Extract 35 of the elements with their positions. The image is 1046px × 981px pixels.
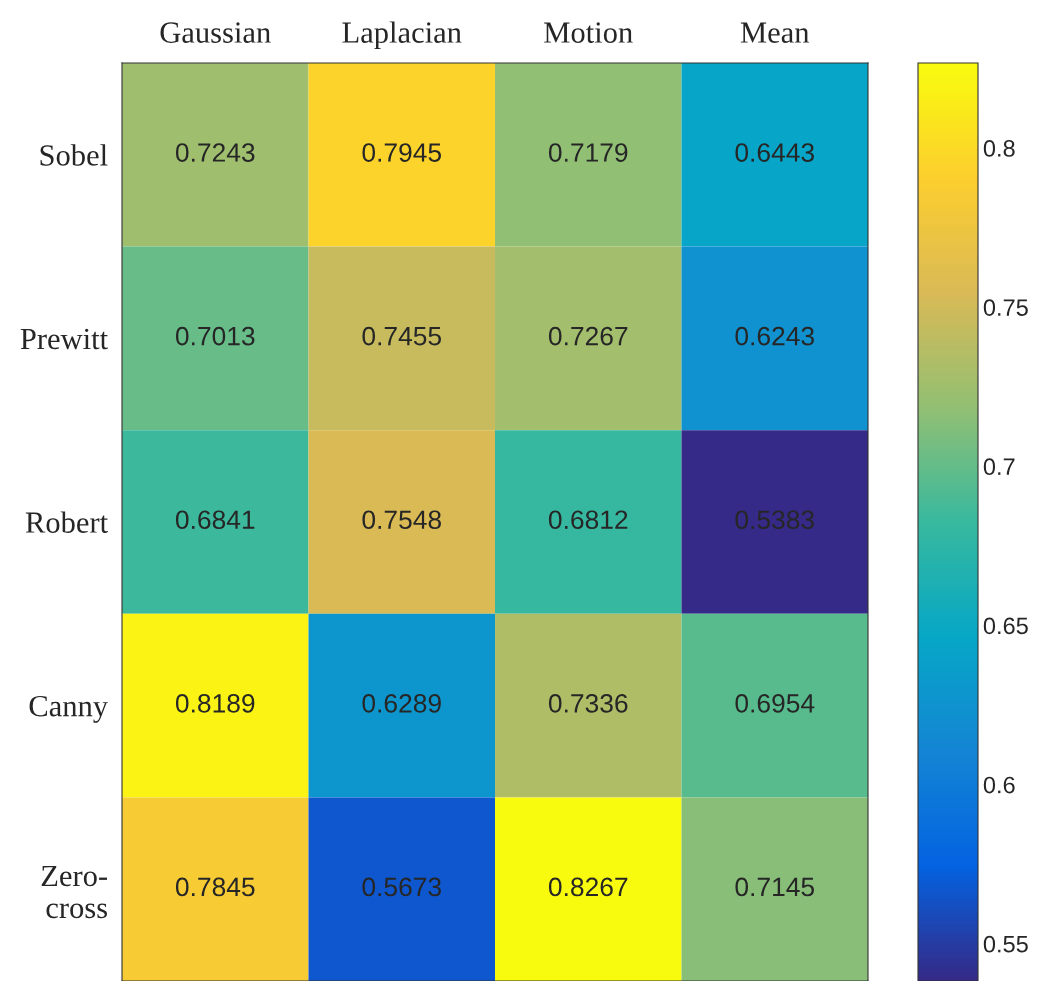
data-label: 0.6841 bbox=[175, 510, 255, 530]
data-label: 0.7013 bbox=[175, 326, 255, 346]
y-tick-label: Canny bbox=[29, 695, 108, 723]
data-label: 0.7145 bbox=[735, 877, 814, 897]
color-bar-label: 0.6 bbox=[983, 776, 1015, 794]
color-bar-label: 0.65 bbox=[983, 617, 1028, 635]
data-label: 0.7336 bbox=[548, 694, 628, 713]
y-tick-label: Prewitt bbox=[20, 328, 108, 350]
color-bar-label: 0.7 bbox=[983, 458, 1015, 476]
data-label: 0.6243 bbox=[735, 326, 814, 346]
data-label: 0.7945 bbox=[362, 143, 441, 162]
data-label: 0.7455 bbox=[362, 326, 441, 346]
data-label: 0.7267 bbox=[548, 326, 628, 346]
data-label: 0.5673 bbox=[362, 877, 441, 897]
color-bar-label: 0.8 bbox=[983, 140, 1015, 157]
y-tick-label: Robert bbox=[25, 511, 108, 533]
x-tick-label: Motion bbox=[544, 22, 633, 43]
data-label: 0.6954 bbox=[735, 694, 815, 713]
data-label: 0.6443 bbox=[735, 143, 814, 162]
data-label: 0.8267 bbox=[548, 877, 628, 897]
data-label: 0.7845 bbox=[175, 877, 255, 897]
data-label: 0.7548 bbox=[362, 510, 441, 530]
data-label: 0.7243 bbox=[175, 143, 255, 162]
x-tick-label: Gaussian bbox=[160, 22, 271, 43]
data-label: 0.6812 bbox=[548, 510, 628, 530]
color-bar-label: 0.55 bbox=[983, 935, 1028, 953]
data-label: 0.8189 bbox=[175, 694, 255, 713]
y-tick-label: Zero- cross bbox=[41, 865, 108, 919]
x-tick-label: Mean bbox=[740, 22, 810, 43]
data-label: 0.5383 bbox=[735, 510, 814, 530]
data-label: 0.7179 bbox=[548, 143, 628, 162]
y-tick-label: Sobel bbox=[40, 144, 108, 166]
data-label: 0.6289 bbox=[362, 694, 441, 713]
color-bar-label: 0.75 bbox=[983, 299, 1028, 316]
x-tick-label: Laplacian bbox=[342, 21, 462, 50]
